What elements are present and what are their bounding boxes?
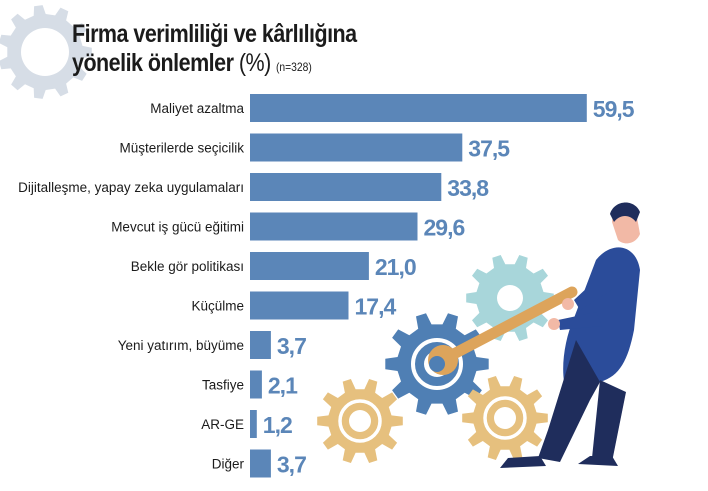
category-label: Yeni yatırım, büyüme [118,338,244,353]
bar [250,252,369,280]
category-label: Müşterilerde seçicilik [119,141,244,156]
value-label: 1,2 [263,412,292,438]
value-label: 17,4 [355,294,397,320]
category-label: Dijitalleşme, yapay zeka uygulamaları [18,180,244,195]
bar [250,331,271,359]
value-label: 21,0 [375,254,416,280]
value-label: 29,6 [424,215,465,241]
bar [250,212,418,241]
bar [250,291,349,320]
worker-figure [500,202,640,468]
bar [250,370,262,399]
value-label: 2,1 [268,373,298,399]
chart-title: Firma verimliliği ve kârlılığına yönelik… [72,20,357,82]
value-label: 3,7 [277,333,306,359]
value-label: 59,5 [593,96,635,122]
title-unit: (%) [238,49,271,77]
wrench-icon [428,286,578,375]
sample-size-note: (n=328) [275,60,312,74]
category-label: Bekle gör politikası [131,259,244,274]
category-label: Tasfiye [202,378,244,393]
bar [250,410,257,438]
gray-gear-icon [0,5,92,99]
category-label: Mevcut iş gücü eğitimi [111,220,244,235]
value-label: 33,8 [447,175,489,201]
category-label: AR-GE [201,417,244,432]
bar [250,173,442,201]
value-label: 37,5 [468,136,510,162]
value-label: 3,7 [277,452,306,478]
category-label: Diğer [212,457,245,472]
bar [250,133,463,162]
category-label: Küçülme [191,299,244,314]
bar [250,94,587,122]
worker-with-gears-illustration [317,202,640,468]
title-line-1: Firma verimliliği ve kârlılığına [72,20,357,48]
title-line-2: yönelik önlemler [72,49,234,77]
bar [250,449,271,478]
category-label: Maliyet azaltma [150,101,244,116]
